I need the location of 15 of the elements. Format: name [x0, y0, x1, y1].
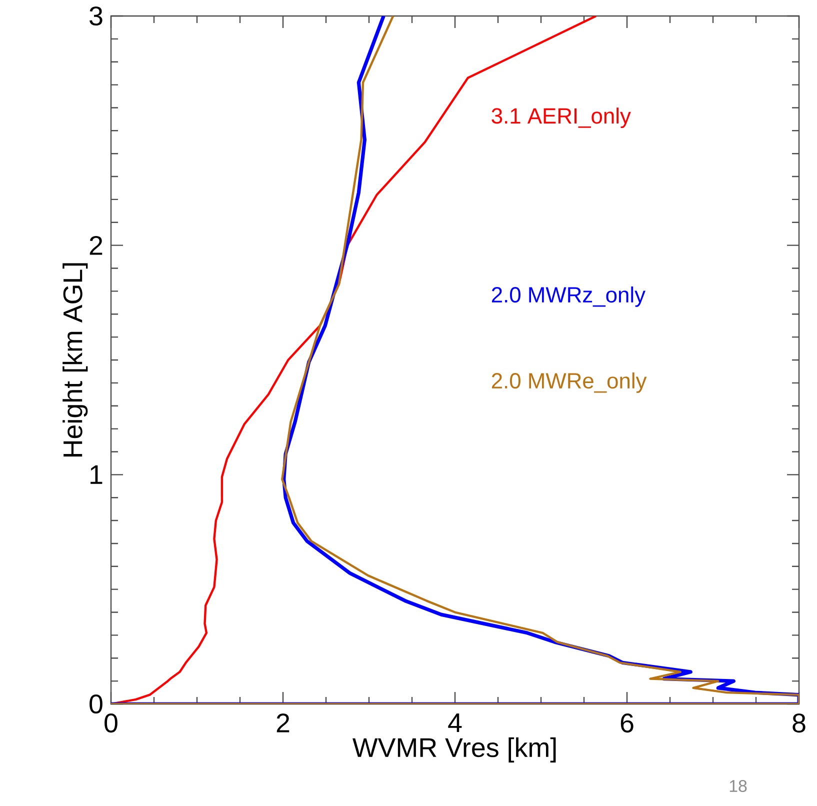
y-tick-label: 1 — [90, 465, 102, 484]
text: 18 — [730, 780, 747, 792]
x-tick-label: 6 — [620, 714, 634, 733]
x-axis-title: WVMR Vres [km] — [352, 737, 556, 762]
x-tick-label: 2 — [276, 714, 290, 732]
text: 2.0 MWRe_only — [492, 372, 647, 393]
series-label: 3.1 AERI_only — [492, 108, 631, 128]
x-tick-label: 0 — [104, 714, 118, 733]
y-axis-title: Height [km AGL] — [62, 263, 88, 456]
y-tick-label: 2 — [90, 236, 102, 255]
x-tick-label: 4 — [448, 714, 462, 732]
text: 2.0 MWRz_only — [492, 286, 646, 307]
y-tick-label: 3 — [90, 6, 102, 26]
x-tick-label: 8 — [792, 714, 806, 733]
y-tick-label: 0 — [90, 694, 102, 714]
